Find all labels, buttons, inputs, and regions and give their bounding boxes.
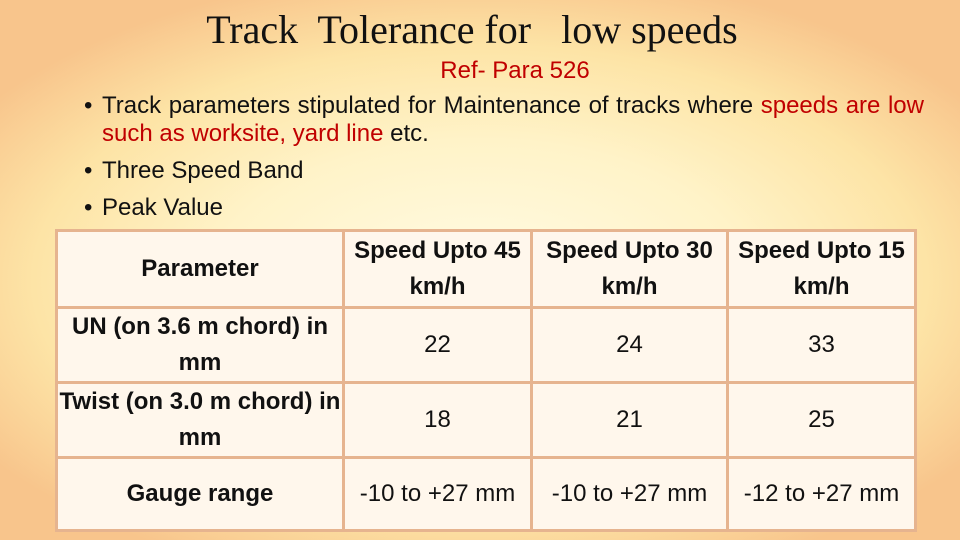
row-label-twist: Twist (on 3.0 m chord) in mm bbox=[58, 384, 342, 456]
tolerance-table: Parameter Speed Upto 45 km/h Speed Upto … bbox=[55, 229, 917, 532]
table-cell: 25 bbox=[729, 384, 914, 456]
bullet-list: • Track parameters stipulated for Mainte… bbox=[84, 92, 924, 231]
slide-title: Track Tolerance for low speeds bbox=[206, 7, 738, 52]
bullet-text: Peak Value bbox=[102, 194, 223, 221]
header-speed-45: Speed Upto 45 km/h bbox=[345, 232, 530, 306]
table-cell: -12 to +27 mm bbox=[729, 459, 914, 529]
bullet-item: • Track parameters stipulated for Mainte… bbox=[84, 92, 924, 148]
table-cell: -10 to +27 mm bbox=[345, 459, 530, 529]
header-speed-15: Speed Upto 15 km/h bbox=[729, 232, 914, 306]
bullet-dot-icon: • bbox=[84, 92, 93, 119]
table-row: UN (on 3.6 m chord) in mm 22 24 33 bbox=[58, 309, 914, 381]
table-cell: 22 bbox=[345, 309, 530, 381]
header-speed-30: Speed Upto 30 km/h bbox=[533, 232, 726, 306]
bullet-item: • Three Speed Band bbox=[84, 157, 924, 185]
table-cell: -10 to +27 mm bbox=[533, 459, 726, 529]
bullet-text: Three Speed Band bbox=[102, 157, 304, 184]
table-row: Twist (on 3.0 m chord) in mm 18 21 25 bbox=[58, 384, 914, 456]
bullet-text-tail: etc. bbox=[383, 120, 429, 147]
bullet-item: • Peak Value bbox=[84, 194, 924, 222]
bullet-dot-icon: • bbox=[84, 194, 93, 221]
bullet-dot-icon: • bbox=[84, 157, 93, 184]
bullet-text-highlight: speeds are low such as worksite, yard li… bbox=[102, 92, 924, 147]
table-cell: 21 bbox=[533, 384, 726, 456]
reference-text: Ref- Para 526 bbox=[440, 57, 590, 84]
bullet-text: Track parameters stipulated for Maintena… bbox=[102, 92, 761, 119]
header-parameter: Parameter bbox=[58, 232, 342, 306]
table-cell: 18 bbox=[345, 384, 530, 456]
table-cell: 24 bbox=[533, 309, 726, 381]
table-row: Gauge range -10 to +27 mm -10 to +27 mm … bbox=[58, 459, 914, 529]
row-label-un: UN (on 3.6 m chord) in mm bbox=[58, 309, 342, 381]
row-label-gauge: Gauge range bbox=[58, 459, 342, 529]
table-header-row: Parameter Speed Upto 45 km/h Speed Upto … bbox=[58, 232, 914, 306]
table-cell: 33 bbox=[729, 309, 914, 381]
